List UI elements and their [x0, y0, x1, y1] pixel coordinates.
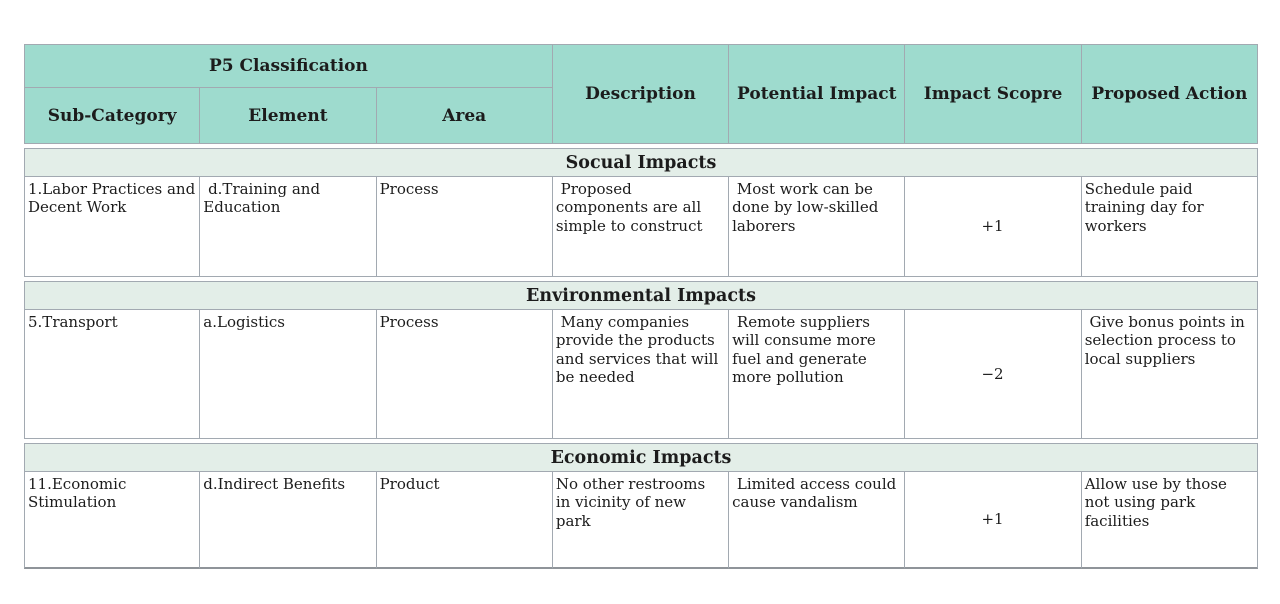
cell-impact-score: +1 — [905, 177, 1082, 277]
section-row-economic: Economic Impacts — [24, 443, 1258, 472]
cell-proposed-action: Give bonus points in selection process t… — [1081, 310, 1258, 439]
section-row-social: Socual Impacts — [24, 148, 1258, 177]
section-title-environmental: Environmental Impacts — [24, 281, 1258, 310]
cell-area: Process — [376, 177, 553, 277]
cell-potential-impact: Limited access could cause vandalism — [729, 472, 906, 569]
header-sub-row: Sub-Category Element Area — [24, 88, 1258, 144]
cell-area: Product — [376, 472, 553, 569]
header-potential-impact: Potential Impact — [729, 44, 906, 144]
spacer-row — [24, 277, 1258, 281]
cell-proposed-action: Schedule paid training day for workers — [1081, 177, 1258, 277]
cell-sub-category: 11.Economic Stimulation — [24, 472, 201, 569]
cell-proposed-action: Allow use by those not using park facili… — [1081, 472, 1258, 569]
p5-impact-analysis-table: P5 Classification Description Potential … — [24, 44, 1258, 569]
section-title-social: Socual Impacts — [24, 148, 1258, 177]
cell-impact-score: −2 — [905, 310, 1082, 439]
header-description: Description — [552, 44, 730, 144]
table-row: 11.Economic Stimulation d.Indirect Benef… — [24, 472, 1258, 569]
cell-description: Many companies provide the products and … — [552, 310, 730, 439]
cell-sub-category: 1.Labor Practices and Decent Work — [24, 177, 201, 277]
table-row: 5.Transport a.Logistics Process Many com… — [24, 310, 1258, 439]
header-area: Area — [376, 88, 553, 144]
section-row-environmental: Environmental Impacts — [24, 281, 1258, 310]
cell-sub-category: 5.Transport — [24, 310, 201, 439]
cell-potential-impact: Most work can be done by low-skilled lab… — [729, 177, 906, 277]
spacer-row — [24, 439, 1258, 443]
table-row: 1.Labor Practices and Decent Work d.Trai… — [24, 177, 1258, 277]
cell-impact-score: +1 — [905, 472, 1082, 569]
cell-area: Process — [376, 310, 553, 439]
cell-element: a.Logistics — [200, 310, 377, 439]
cell-element: d.Training and Education — [200, 177, 377, 277]
cell-description: No other restrooms in vicinity of new pa… — [552, 472, 730, 569]
header-sub-category: Sub-Category — [24, 88, 201, 144]
cell-element: d.Indirect Benefits — [200, 472, 377, 569]
header-group-row: P5 Classification Description Potential … — [24, 44, 1258, 144]
header-impact-score: Impact Scopre — [905, 44, 1082, 144]
header-p5-classification: P5 Classification — [24, 44, 553, 88]
section-title-economic: Economic Impacts — [24, 443, 1258, 472]
cell-description: Proposed components are all simple to co… — [552, 177, 730, 277]
header-element: Element — [200, 88, 377, 144]
header-proposed-action: Proposed Action — [1081, 44, 1258, 144]
cell-potential-impact: Remote suppliers will consume more fuel … — [729, 310, 906, 439]
spacer-row — [24, 144, 1258, 148]
